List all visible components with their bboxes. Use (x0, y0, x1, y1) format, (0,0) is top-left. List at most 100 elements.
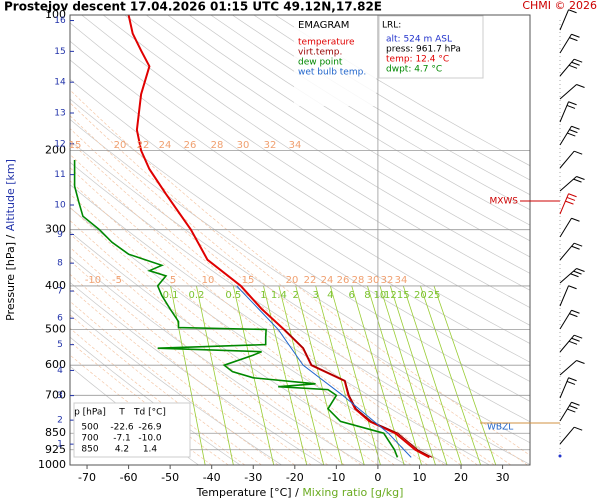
x-tick-label: -70 (78, 471, 96, 484)
mixing-ratio-label: 25 (428, 290, 441, 301)
profile-line (284, 329, 433, 458)
mixing-ratio-line (196, 285, 234, 465)
wind-barb-flag (566, 104, 576, 109)
moist-adiabat (70, 206, 395, 465)
table-cell: -22.6 (110, 423, 134, 433)
y-tick-label: 925 (45, 443, 66, 456)
dry-adiabat (167, 15, 530, 242)
legend-entry: temperature (298, 38, 355, 48)
altitude-label: 1 (57, 440, 63, 450)
wind-barb-flag (568, 285, 577, 290)
dry-adiabat (70, 59, 530, 363)
moist-adiabat (70, 300, 279, 465)
wind-barb-flag (568, 377, 577, 382)
x-tick-label: -10 (327, 471, 345, 484)
x-tick-label: 0 (374, 471, 381, 484)
lrl-text: dwpt: 4.7 °C (386, 65, 442, 75)
moist-adiabat-label: 26 (184, 140, 197, 151)
y-tick-label: 700 (45, 388, 66, 401)
y-tick-label: 200 (45, 143, 66, 156)
wind-barb-flag (568, 340, 578, 345)
mixing-ratio-label: 15 (397, 290, 410, 301)
mixing-ratio-line (315, 285, 365, 465)
mixing-ratio-line (402, 285, 462, 465)
credit: CHMI © 2026 (522, 0, 597, 12)
wind-barb-flag (576, 360, 585, 364)
table-cell: 4.2 (115, 445, 129, 455)
wind-barb-flag (571, 33, 580, 38)
moist-adiabat-label: 22 (137, 140, 150, 151)
wind-barb-flag (571, 217, 580, 222)
wind-barb-flag (573, 270, 582, 275)
mixing-ratio-line (433, 285, 497, 465)
moist-adiabat-label: 34 (289, 140, 302, 151)
mixing-ratio-line (367, 285, 422, 465)
mixing-ratio-label: 0.1 (163, 290, 179, 301)
lrl-text: LRL: (382, 21, 401, 31)
table-header: p [hPa] (74, 408, 106, 418)
wind-barb-flag (565, 200, 574, 205)
mixing-ratio-label: 0.5 (225, 290, 241, 301)
wind-barb-flag (568, 193, 577, 198)
wind-barb-flag (571, 125, 580, 130)
mixing-ratio-label: 0.2 (188, 290, 204, 301)
mixing-ratio-line (329, 285, 381, 465)
mixing-ratio-label: 12 (384, 290, 397, 301)
moist-adiabat-label: 20 (114, 140, 127, 151)
wind-barb-flag (576, 268, 585, 272)
dry-adiabat (70, 22, 530, 326)
x-tick-label: -40 (203, 471, 221, 484)
wind-barb-flag (566, 380, 576, 385)
mixing-ratio-label: 8 (364, 290, 370, 301)
moist-adiabat (70, 220, 379, 465)
mixing-ratio-label: 1.4 (271, 290, 287, 301)
moist-adiabat-label: 20 (286, 275, 299, 286)
wind-barb-flag (569, 313, 578, 318)
table-box (73, 402, 191, 458)
x-tick-label: -20 (286, 471, 304, 484)
legend-entry: wet bulb temp. (298, 68, 366, 78)
wind-barb (559, 84, 577, 100)
wind-barb (559, 426, 575, 445)
dry-adiabat (232, 15, 530, 196)
mixing-ratio-label: 20 (414, 290, 427, 301)
mixing-ratio-line (379, 285, 436, 465)
wind-barb-flag (571, 309, 580, 314)
mixing-ratio-label: 10 (374, 290, 387, 301)
table-header: Td [°C] (133, 408, 166, 418)
dry-adiabat (102, 15, 530, 291)
moist-adiabat-label: 15 (242, 275, 255, 286)
y-tick-label: 300 (45, 223, 66, 236)
x-tick-label: 30 (496, 471, 510, 484)
mixing-ratio-label: 2 (293, 290, 299, 301)
wind-barb-flag (567, 132, 576, 137)
dry-adiabat (124, 15, 530, 274)
altitude-label: 13 (54, 108, 65, 118)
wind-barb-flag (573, 178, 582, 183)
altitude-label: 9 (57, 230, 63, 240)
table-cell: 700 (81, 434, 98, 444)
x-axis-label-part: Temperature [°C] (196, 486, 292, 499)
altitude-label: 16 (54, 16, 66, 26)
table-header: T (118, 408, 125, 418)
moist-adiabat (70, 341, 229, 465)
legend-entry: virt.temp. (298, 48, 342, 58)
table-cell: 1.4 (143, 445, 158, 455)
altitude-label: 10 (54, 200, 66, 210)
altitude-label: 5 (57, 340, 63, 350)
y-axis-label-part: Pressure [hPa] (4, 242, 17, 321)
profile-line (73, 160, 399, 458)
moist-adiabat-label: 30 (367, 275, 380, 286)
wind-barb-flag (569, 405, 578, 410)
wind-barb-flag (571, 61, 580, 66)
plot-frame (69, 14, 531, 466)
wind-barb-flag (568, 64, 578, 69)
legend-box (294, 16, 376, 106)
moist-adiabat-label: 26 (337, 275, 350, 286)
y-tick-label: 1000 (38, 458, 66, 471)
mixing-ratio-line (232, 285, 275, 465)
wind-barb-flag (569, 129, 578, 134)
wind-barb-flag (571, 337, 580, 342)
